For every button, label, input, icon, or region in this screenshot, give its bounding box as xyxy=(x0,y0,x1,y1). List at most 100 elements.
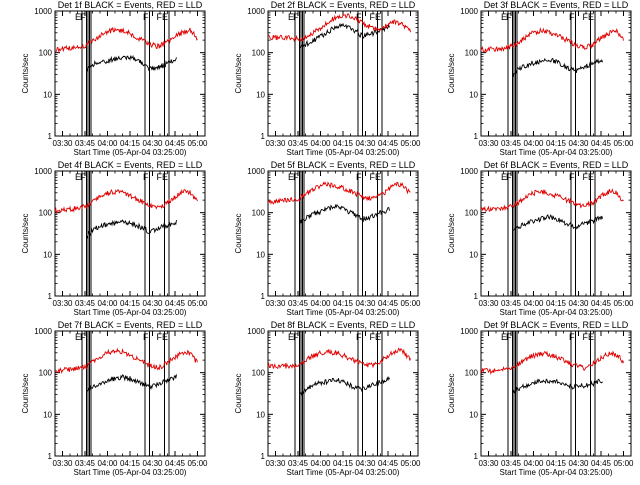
x-tick-label: 04:30 xyxy=(568,459,589,468)
x-tick-label: 05:00 xyxy=(400,299,421,308)
time-marker-label: F xyxy=(80,332,86,342)
y-tick-label: 1 xyxy=(474,452,479,461)
time-marker-label: F xyxy=(356,332,362,342)
y-tick-label: 1000 xyxy=(460,167,478,176)
time-marker-label: FE xyxy=(156,332,168,342)
time-marker-label: E xyxy=(75,172,81,182)
time-marker-label: FE xyxy=(582,172,594,182)
plot-frame xyxy=(267,170,419,297)
plot-title: Det 3f BLACK = Events, RED = LLD xyxy=(484,0,629,10)
time-marker-label: E xyxy=(288,332,294,342)
time-marker-label: FE xyxy=(156,172,168,182)
plot-title: Det 8f BLACK = Events, RED = LLD xyxy=(271,320,416,330)
time-marker-label: F xyxy=(356,172,362,182)
x-axis-label: Start Time (05-Apr-04 03:25:00) xyxy=(74,308,187,317)
y-tick-label: 1000 xyxy=(247,327,265,336)
x-tick-label: 03:45 xyxy=(501,459,522,468)
x-tick-label: 04:15 xyxy=(120,299,141,308)
x-tick-label: 04:00 xyxy=(97,299,118,308)
x-tick-label: 03:30 xyxy=(478,459,499,468)
y-axis-label: Counts/sec xyxy=(21,373,30,413)
x-tick-label: 04:30 xyxy=(355,299,376,308)
plot-title: Det 7f BLACK = Events, RED = LLD xyxy=(58,320,203,330)
plot-panel-2: Det 2f BLACK = Events, RED = LLD 1 10 100 10… xyxy=(234,0,421,157)
x-tick-label: 03:45 xyxy=(288,139,309,148)
x-tick-label: 04:15 xyxy=(333,459,354,468)
x-tick-label: 04:00 xyxy=(523,459,544,468)
x-tick-label: 03:30 xyxy=(52,139,73,148)
x-tick-label: 03:30 xyxy=(265,139,286,148)
x-tick-label: 04:00 xyxy=(310,299,331,308)
plot-panel-7: Det 7f BLACK = Events, RED = LLD 1 10 100 10… xyxy=(21,320,208,477)
time-marker-label: F xyxy=(293,172,299,182)
plot-frame xyxy=(480,10,632,137)
x-tick-label: 04:15 xyxy=(546,139,567,148)
series-lld-line xyxy=(480,188,624,212)
time-marker-label: E xyxy=(288,12,294,22)
time-marker-label: F xyxy=(569,332,575,342)
x-tick-label: 05:00 xyxy=(187,459,208,468)
x-tick-label: 04:45 xyxy=(591,139,612,148)
y-tick-label: 1 xyxy=(474,132,479,141)
y-axis-label: Counts/sec xyxy=(447,53,456,93)
y-tick-label: 100 xyxy=(465,209,479,218)
x-axis-label: Start Time (05-Apr-04 03:25:00) xyxy=(287,308,400,317)
y-axis-label: Counts/sec xyxy=(234,53,243,93)
y-axis-label: Counts/sec xyxy=(234,213,243,253)
x-tick-label: 03:30 xyxy=(265,299,286,308)
time-marker-label: F xyxy=(143,332,149,342)
x-tick-label: 03:45 xyxy=(501,299,522,308)
y-tick-label: 10 xyxy=(469,90,478,99)
series-events-line xyxy=(299,376,390,396)
time-marker-label: F xyxy=(143,172,149,182)
x-tick-label: 04:00 xyxy=(523,299,544,308)
y-tick-label: 10 xyxy=(469,250,478,259)
y-tick-label: 1000 xyxy=(34,7,52,16)
x-tick-label: 04:45 xyxy=(378,139,399,148)
time-marker-label: F xyxy=(356,12,362,22)
x-tick-label: 04:15 xyxy=(120,459,141,468)
time-marker-label: F xyxy=(506,172,512,182)
x-tick-label: 04:30 xyxy=(142,139,163,148)
series-lld-line xyxy=(54,188,198,215)
series-lld-line xyxy=(267,347,411,370)
time-marker-label: E xyxy=(501,332,507,342)
x-tick-label: 03:45 xyxy=(288,459,309,468)
x-tick-label: 04:45 xyxy=(165,299,186,308)
plot-title: Det 2f BLACK = Events, RED = LLD xyxy=(271,0,416,10)
x-tick-label: 05:00 xyxy=(613,139,634,148)
plot-title: Det 1f BLACK = Events, RED = LLD xyxy=(58,0,203,10)
series-events-line xyxy=(299,203,390,225)
x-tick-label: 03:45 xyxy=(75,139,96,148)
time-marker-label: F xyxy=(506,12,512,22)
x-tick-label: 03:45 xyxy=(501,139,522,148)
x-tick-label: 03:30 xyxy=(52,299,73,308)
y-tick-label: 1 xyxy=(474,292,479,301)
series-lld-line xyxy=(267,13,411,43)
y-tick-label: 100 xyxy=(252,369,266,378)
plot-frame xyxy=(480,170,632,297)
plot-title: Det 5f BLACK = Events, RED = LLD xyxy=(271,160,416,170)
x-tick-label: 05:00 xyxy=(187,139,208,148)
y-tick-label: 100 xyxy=(252,209,266,218)
y-tick-label: 1 xyxy=(48,292,53,301)
time-marker-label: F xyxy=(569,12,575,22)
plot-panel-4: Det 4f BLACK = Events, RED = LLD 1 10 100 10… xyxy=(21,160,208,317)
x-tick-label: 03:30 xyxy=(52,459,73,468)
time-marker-label: FE xyxy=(369,332,381,342)
y-tick-label: 1 xyxy=(261,452,266,461)
time-marker-label: F xyxy=(80,12,86,22)
x-axis-label: Start Time (05-Apr-04 03:25:00) xyxy=(74,148,187,157)
x-tick-label: 04:30 xyxy=(355,139,376,148)
plot-panel-1: Det 1f BLACK = Events, RED = LLD 1 10 100 10… xyxy=(21,0,208,157)
y-tick-label: 1 xyxy=(261,292,266,301)
y-tick-label: 10 xyxy=(256,90,265,99)
series-events-line xyxy=(86,374,177,392)
y-tick-label: 10 xyxy=(256,410,265,419)
series-events-line xyxy=(299,22,390,49)
time-marker-label: E xyxy=(75,332,81,342)
x-tick-label: 04:30 xyxy=(142,459,163,468)
x-tick-label: 04:15 xyxy=(333,299,354,308)
x-tick-label: 03:45 xyxy=(288,299,309,308)
